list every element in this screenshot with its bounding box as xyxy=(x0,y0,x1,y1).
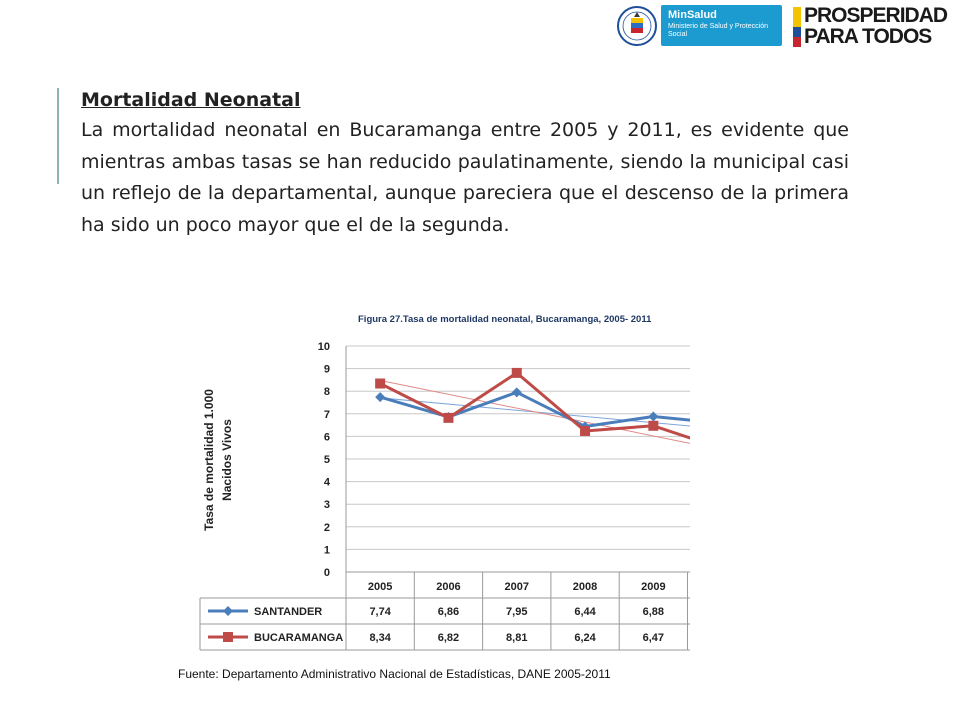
y-tick-label: 10 xyxy=(318,341,330,353)
y-tick-label: 7 xyxy=(324,409,330,421)
x-tick-label: 2005 xyxy=(368,581,392,593)
minsalud-subtitle: Ministerio de Salud y Protección Social xyxy=(668,23,768,38)
y-axis-label-line2: Nacidos Vivos xyxy=(220,419,234,501)
y-tick-label: 9 xyxy=(324,364,330,376)
x-tick-label: 2008 xyxy=(573,581,597,593)
data-point-bucaramanga xyxy=(580,425,591,436)
data-label-bucaramanga: 8,81 xyxy=(506,632,527,644)
y-tick-label: 6 xyxy=(324,431,330,443)
x-tick-label: 2009 xyxy=(641,581,665,593)
prosperidad-logo: PROSPERIDAD PARA TODOS xyxy=(793,3,959,49)
section-paragraph: La mortalidad neonatal en Bucaramanga en… xyxy=(81,119,849,236)
data-label-santander: 6,88 xyxy=(643,606,664,618)
section-heading: Mortalidad Neonatal xyxy=(81,89,301,111)
series-line-bucaramanga xyxy=(379,371,690,440)
colombia-flag-icon xyxy=(793,7,801,47)
data-point-bucaramanga xyxy=(443,412,454,423)
y-tick-label: 3 xyxy=(324,499,330,511)
y-tick-label: 2 xyxy=(324,522,330,534)
text-block: Mortalidad Neonatal La mortalidad neonat… xyxy=(81,86,849,241)
accent-bar xyxy=(57,88,59,184)
trendline-santander xyxy=(380,397,690,427)
chart-title: Figura 27.Tasa de mortalidad neonatal, B… xyxy=(358,314,652,325)
y-tick-label: 4 xyxy=(324,477,331,489)
data-label-santander: 7,74 xyxy=(369,606,391,618)
data-point-bucaramanga xyxy=(648,420,659,431)
data-point-santander xyxy=(511,387,522,398)
legend-label-santander: SANTANDER xyxy=(254,606,322,618)
legend-marker-santander xyxy=(223,606,233,616)
x-tick-label: 2007 xyxy=(505,581,529,593)
data-point-santander xyxy=(648,411,659,422)
y-tick-label: 1 xyxy=(324,544,330,556)
y-tick-label: 0 xyxy=(324,567,330,579)
y-axis-label-line1: Tasa de mortalidad 1.000 xyxy=(202,389,216,531)
data-label-bucaramanga: 8,34 xyxy=(369,632,391,644)
minsalud-logo: MinSalud Ministerio de Salud y Protecció… xyxy=(661,5,782,46)
y-tick-label: 5 xyxy=(324,454,330,466)
prosperidad-line2: PARA TODOS xyxy=(804,25,932,48)
x-tick-label: 2006 xyxy=(436,581,460,593)
minsalud-title: MinSalud xyxy=(668,9,717,21)
data-label-bucaramanga: 6,47 xyxy=(643,632,664,644)
legend-marker-bucaramanga xyxy=(223,632,233,642)
data-label-bucaramanga: 6,24 xyxy=(574,632,596,644)
y-tick-label: 8 xyxy=(324,386,330,398)
neonatal-mortality-chart: Figura 27.Tasa de mortalidad neonatal, B… xyxy=(178,314,690,681)
data-label-santander: 6,44 xyxy=(574,606,596,618)
header: MinSalud Ministerio de Salud y Protecció… xyxy=(0,0,960,60)
chart-source: Fuente: Departamento Administrativo Naci… xyxy=(178,667,611,681)
data-label-santander: 7,95 xyxy=(506,606,527,618)
data-point-bucaramanga xyxy=(511,367,522,378)
data-label-bucaramanga: 6,82 xyxy=(438,632,459,644)
prosperidad-line1: PROSPERIDAD xyxy=(804,4,948,27)
data-label-santander: 6,86 xyxy=(438,606,459,618)
legend-label-bucaramanga: BUCARAMANGA xyxy=(254,632,343,644)
data-point-bucaramanga xyxy=(375,378,386,389)
colombia-seal-icon xyxy=(617,6,657,46)
series-line-santander xyxy=(379,390,690,428)
data-point-santander xyxy=(375,392,386,403)
